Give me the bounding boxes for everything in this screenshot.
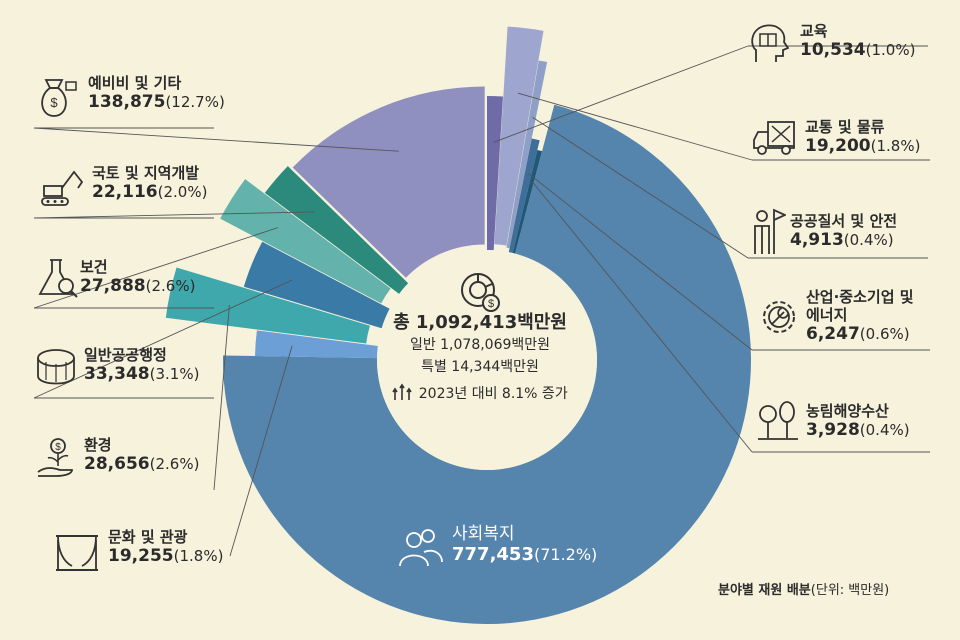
leader-line-4: [531, 181, 753, 453]
donut-slices: [165, 26, 751, 624]
slice-6: [255, 330, 378, 359]
leader-lines: [33, 45, 930, 557]
label-social-welfare: 사회복지 777,453(71.2%): [452, 524, 598, 566]
slice-4: [512, 149, 543, 254]
slice-1: [494, 26, 544, 246]
label-transport: 교통 및 물류 19,200(1.8%): [805, 118, 921, 156]
label-reserve: 예비비 및 기타 138,875(12.7%): [88, 74, 225, 112]
money-bag-icon: $: [41, 79, 77, 117]
slice-8: [243, 241, 390, 329]
svg-text:$: $: [488, 298, 494, 310]
leader-line-2: [532, 116, 749, 259]
label-health: 보건 27,888(2.6%): [80, 258, 196, 296]
special-budget: 특별 14,344백만원: [421, 359, 539, 376]
donut-hole: [377, 250, 597, 470]
chart-footer: 분야별 재원 배분(단위: 백만원): [718, 579, 889, 598]
growth-arrows-icon: [392, 383, 412, 400]
coin-chart-icon: $: [461, 273, 500, 312]
gear-wrench-icon: [763, 301, 795, 333]
growth-text: 2023년 대비 8.1% 증가: [392, 383, 568, 403]
label-education: 교육 10,534(1.0%): [800, 22, 916, 60]
leader-line-6: [229, 345, 293, 557]
slice-7: [165, 267, 370, 344]
label-environment: 환경 28,656(2.6%): [84, 436, 200, 474]
flag-person-icon: [754, 208, 786, 254]
leader-line-1: [517, 92, 753, 161]
label-industry: 산업·중소기업 및 에너지 6,247(0.6%): [806, 288, 914, 344]
trees-icon: [758, 401, 798, 440]
chart-unit: (단위: 백만원): [810, 583, 890, 598]
flask-icon: [38, 259, 78, 298]
excavator-icon: [41, 170, 84, 206]
slice-11: [292, 86, 485, 278]
people-icon: [399, 529, 443, 567]
svg-text:$: $: [50, 95, 58, 110]
slice-10: [264, 166, 409, 294]
slice-3: [508, 138, 540, 254]
leader-line-7: [213, 304, 230, 491]
slice-2: [506, 60, 548, 249]
plant-hand-icon: $: [37, 438, 73, 477]
label-agriculture: 농림해양수산 3,928(0.4%): [806, 402, 910, 440]
leader-line-0: [493, 45, 749, 143]
label-public-admin: 일반공공행정 33,348(3.1%): [84, 346, 200, 384]
leader-line-3: [527, 172, 753, 351]
leader-line-8: [33, 279, 293, 399]
chart-title: 분야별 재원 배분: [718, 583, 811, 598]
document-stack-icon: [37, 349, 75, 385]
leader-line-10: [33, 211, 315, 219]
slice-9: [220, 179, 391, 304]
label-public-order: 공공질서 및 안전 4,913(0.4%): [790, 212, 898, 250]
center-summary: $ 총 1,092,413백만원 일반 1,078,069백만원 특별 14,3…: [355, 268, 605, 403]
leader-line-11: [33, 127, 399, 152]
truck-icon: [753, 121, 795, 155]
label-culture: 문화 및 관광 19,255(1.8%): [108, 528, 224, 566]
svg-text:$: $: [55, 442, 61, 453]
theater-stage-icon: [56, 535, 98, 571]
total-budget: 총 1,092,413백만원: [393, 312, 567, 333]
growth-label: 2023년 대비 8.1% 증가: [418, 385, 568, 402]
general-budget: 일반 1,078,069백만원: [409, 337, 551, 353]
label-land-development: 국토 및 지역개발 22,116(2.0%): [92, 164, 208, 202]
slice-5: [223, 104, 751, 624]
book-head-icon: [751, 24, 790, 62]
slice-0: [487, 96, 503, 251]
